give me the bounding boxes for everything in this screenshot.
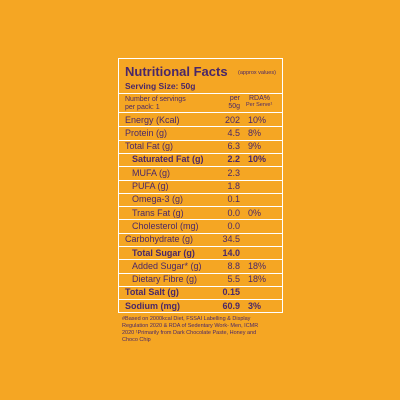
divider — [118, 112, 282, 113]
row-per: 6.3 — [227, 141, 240, 152]
row-per: 4.5 — [227, 127, 240, 138]
divider — [118, 126, 282, 128]
row-label: Carbohydrate (g) — [125, 234, 194, 245]
row-rda: 10% — [248, 154, 267, 165]
border — [282, 58, 283, 312]
footnote: Regulation 2020 & RDA of Sedentary Work-… — [122, 323, 259, 329]
row-per: 1.8 — [227, 181, 240, 191]
row-label: Total Salt (g) — [125, 287, 179, 298]
row-label: Saturated Fat (g) — [132, 154, 204, 165]
row-label: MUFA (g) — [132, 167, 171, 178]
row-label: Added Sugar* (g) — [132, 260, 202, 271]
col-rda: Per Serve¹ — [246, 102, 273, 108]
divider — [118, 285, 282, 287]
row-per: 2.3 — [227, 167, 240, 178]
divider — [118, 246, 282, 247]
row-rda: 18% — [248, 274, 267, 285]
row-label: Total Sugar (g) — [132, 247, 195, 258]
row-per: 0.15 — [222, 287, 240, 298]
row-label: Trans Fat (g) — [132, 207, 184, 218]
row-per: 5.5 — [227, 274, 240, 285]
divider — [118, 93, 282, 94]
divider — [118, 272, 282, 274]
row-per: 0.1 — [227, 194, 240, 205]
col-per: 50g — [228, 103, 240, 110]
divider — [118, 152, 282, 154]
row-label: PUFA (g) — [132, 181, 169, 191]
title: Nutritional Facts — [125, 64, 228, 79]
row-per: 202 — [224, 114, 240, 125]
row-label: Energy (Kcal) — [125, 114, 180, 125]
row-rda: 9% — [248, 141, 262, 152]
servings: per pack: 1 — [125, 104, 160, 111]
row-rda: 0% — [248, 207, 262, 218]
row-per: 34.5 — [222, 234, 240, 245]
divider — [118, 219, 282, 221]
divider — [118, 232, 282, 234]
footnote: #Based on 2000kcal Diet, FSSAI Labelling… — [122, 316, 251, 322]
footnote: Choco Chip — [122, 337, 151, 343]
row-label: Omega-3 (g) — [132, 194, 184, 205]
row-label: Sodium (mg) — [125, 300, 180, 311]
col-rda: RDA% — [249, 95, 271, 102]
row-per: 0.0 — [227, 220, 240, 231]
row-label: Protein (g) — [125, 127, 168, 138]
row-per: 14.0 — [222, 247, 240, 258]
divider — [118, 166, 282, 168]
row-rda: 10% — [248, 114, 267, 125]
row-rda: 18% — [248, 260, 267, 271]
border — [118, 58, 119, 312]
row-rda: 8% — [248, 127, 262, 138]
divider — [118, 192, 282, 194]
row-label: Total Fat (g) — [125, 141, 174, 152]
divider — [118, 139, 282, 141]
row-per: 0.0 — [227, 207, 240, 218]
border — [118, 58, 283, 59]
footnote: 2020 ¹Primarily from Dark Chocolate Past… — [122, 330, 257, 336]
col-per: per — [229, 95, 240, 102]
servings: Number of servings — [125, 96, 186, 103]
divider — [118, 206, 282, 208]
divider — [118, 299, 282, 301]
divider — [118, 259, 282, 261]
border — [118, 312, 283, 313]
row-per: 60.9 — [222, 300, 240, 311]
title-note: (approx values) — [238, 70, 276, 76]
row-label: Dietary Fibre (g) — [132, 274, 198, 285]
row-label: Cholesterol (mg) — [132, 220, 199, 231]
row-rda: 3% — [248, 300, 262, 311]
row-per: 2.2 — [227, 154, 240, 165]
divider — [118, 179, 282, 181]
row-per: 8.8 — [227, 260, 240, 271]
serving-size: Serving Size: 50g — [125, 81, 196, 91]
